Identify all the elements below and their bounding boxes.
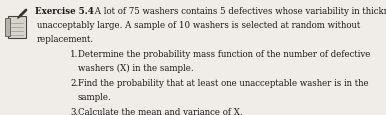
- Text: washers (X) in the sample.: washers (X) in the sample.: [78, 63, 194, 72]
- Text: sample.: sample.: [78, 92, 112, 101]
- FancyBboxPatch shape: [8, 17, 26, 39]
- Text: 3.: 3.: [70, 107, 78, 115]
- Text: Calculate the mean and variance of X.: Calculate the mean and variance of X.: [78, 107, 243, 115]
- Text: unacceptably large. A sample of 10 washers is selected at random without: unacceptably large. A sample of 10 washe…: [37, 21, 360, 30]
- Text: Exercise 5.4: Exercise 5.4: [35, 7, 94, 16]
- Text: 1.: 1.: [70, 50, 78, 59]
- Text: Find the probability that at least one unacceptable washer is in the: Find the probability that at least one u…: [78, 78, 369, 87]
- Text: 2.: 2.: [70, 78, 78, 87]
- Text: A lot of 75 washers contains 5 defectives whose variability in thickness is: A lot of 75 washers contains 5 defective…: [92, 7, 386, 16]
- Text: Determine the probability mass function of the number of defective: Determine the probability mass function …: [78, 50, 371, 59]
- FancyBboxPatch shape: [5, 19, 10, 37]
- Text: replacement.: replacement.: [37, 35, 94, 44]
